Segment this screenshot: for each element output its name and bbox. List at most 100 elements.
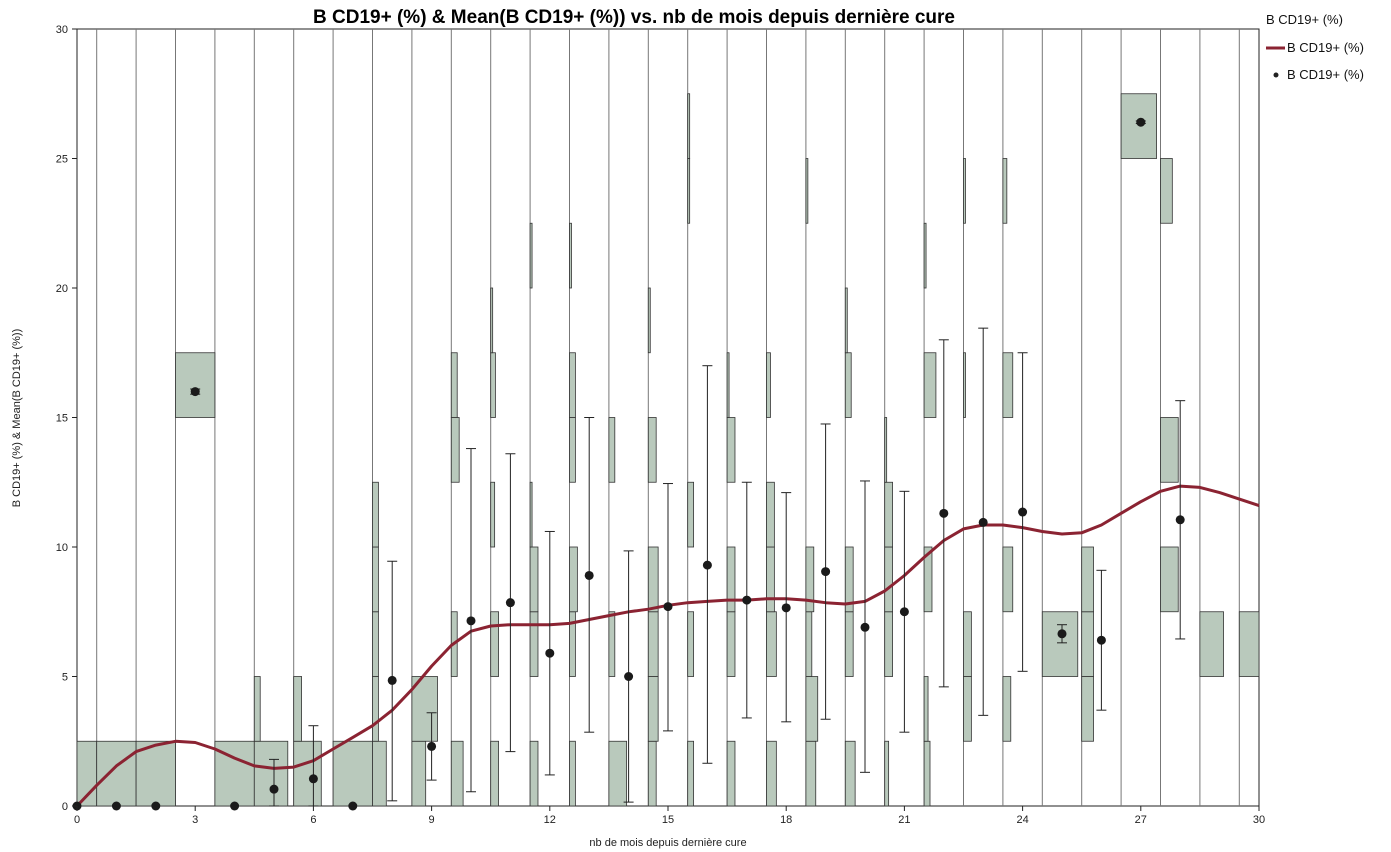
histogram-bar (1081, 546, 1094, 613)
legend-dot-swatch (1273, 72, 1279, 78)
chart-title: B CD19+ (%) & Mean(B CD19+ (%)) vs. nb d… (313, 7, 955, 28)
histogram-bar (569, 740, 576, 807)
histogram-bar (963, 352, 966, 418)
x-tick-label: 15 (662, 814, 674, 826)
histogram-bar (569, 222, 572, 289)
histogram-bar (805, 546, 815, 613)
histogram-bar (923, 676, 929, 742)
x-tick-label: 30 (1253, 814, 1265, 826)
histogram-bar (1199, 611, 1224, 677)
histogram-bar (844, 287, 848, 354)
histogram-bar (293, 676, 302, 742)
mean-point (1175, 515, 1185, 525)
histogram-bar (647, 611, 659, 677)
histogram-bar (1041, 611, 1079, 677)
mean-point (427, 741, 437, 751)
histogram-bar (490, 481, 496, 548)
histogram-bar (963, 158, 966, 224)
histogram-bar (450, 417, 460, 483)
mean-point (742, 595, 752, 605)
histogram-bar (963, 611, 972, 677)
mean-point (1018, 507, 1028, 517)
histogram-bar (1002, 352, 1014, 418)
histogram-bar (766, 546, 775, 613)
histogram-bar (647, 546, 659, 613)
histogram-bar (608, 611, 616, 677)
histogram-bar (923, 740, 931, 807)
histogram-bar (687, 158, 691, 224)
histogram-bar (1238, 611, 1260, 677)
histogram-bar (1002, 158, 1008, 224)
histogram-bar (608, 740, 628, 807)
histogram-bar (923, 352, 937, 418)
mean-point (821, 567, 831, 577)
x-tick-label: 18 (780, 814, 792, 826)
histogram-bar (687, 93, 691, 159)
y-tick-label: 5 (62, 672, 68, 684)
mean-point (230, 801, 240, 811)
mean-point (269, 784, 279, 794)
y-tick-label: 0 (62, 801, 68, 813)
histogram-bar (1081, 676, 1094, 742)
histogram-bar (450, 352, 458, 418)
mean-point (624, 672, 634, 681)
histogram-bar (1081, 611, 1094, 677)
histogram-bar (844, 352, 852, 418)
histogram-bar (96, 740, 137, 807)
mean-point (860, 622, 870, 632)
histogram-bar (490, 740, 499, 807)
histogram-bar (923, 222, 927, 289)
legend-item-smoother: B CD19+ (%) (1287, 40, 1364, 55)
mean-point (939, 508, 949, 518)
x-tick-label: 0 (74, 814, 80, 826)
x-axis-label: nb de mois depuis dernière cure (589, 837, 746, 849)
mean-point (1096, 635, 1106, 645)
mean-point (1136, 117, 1146, 127)
histogram-bar (687, 481, 695, 548)
histogram-bar (1002, 546, 1014, 613)
histogram-bar (963, 676, 972, 742)
histogram-bar (687, 740, 695, 807)
legend: B CD19+ (%) B CD19+ (%) B CD19+ (%) (1266, 12, 1364, 82)
histogram-bar (726, 352, 730, 418)
mean-point (663, 602, 673, 612)
mean-point (978, 517, 988, 527)
histogram-bar (569, 546, 578, 613)
histogram-bar (253, 740, 289, 807)
histogram-bar (805, 158, 809, 224)
histogram-bar (490, 352, 496, 418)
x-tick-label: 21 (898, 814, 910, 826)
histogram-bar (529, 222, 533, 289)
x-tick-label: 6 (310, 814, 316, 826)
histogram-bar (844, 611, 854, 677)
histogram-bar (884, 481, 893, 548)
x-tick-label: 12 (544, 814, 556, 826)
histogram-bar (293, 740, 322, 807)
mean-point (505, 598, 515, 608)
mean-point (1057, 629, 1067, 639)
histogram-bar (569, 352, 576, 418)
histogram-bar (450, 740, 464, 807)
histogram-bar (253, 676, 261, 742)
histogram-bar (135, 740, 176, 807)
histogram-bar (569, 417, 576, 483)
mean-point (308, 774, 318, 784)
mean-point (151, 801, 161, 811)
histogram-bar (529, 611, 539, 677)
histogram-bar (647, 740, 657, 807)
histogram-bar (766, 611, 777, 677)
histogram-bar (923, 546, 933, 613)
mean-point (781, 603, 791, 613)
histogram-bar (884, 546, 893, 613)
histogram-bar (332, 740, 373, 807)
histogram-bar (726, 740, 736, 807)
y-tick-label: 25 (56, 154, 68, 166)
histogram-bar (372, 546, 379, 613)
histogram-bar (490, 287, 494, 354)
y-axis-label: B CD19+ (%) & Mean(B CD19+ (%)) (11, 329, 23, 508)
histogram-bar (175, 352, 216, 418)
histogram-bar (490, 611, 499, 677)
legend-item-points: B CD19+ (%) (1287, 67, 1364, 82)
histogram-bar (372, 676, 379, 742)
